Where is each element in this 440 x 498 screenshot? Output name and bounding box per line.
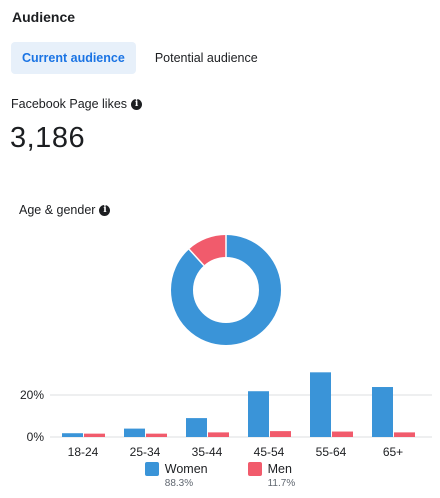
x-tick-label: 65+: [383, 445, 403, 459]
bar-women-65+: [372, 387, 393, 437]
section-title: Audience: [12, 9, 76, 25]
x-tick-label: 55-64: [316, 445, 347, 459]
x-tick-label: 45-54: [254, 445, 285, 459]
page-likes-value: 3,186: [10, 122, 86, 154]
y-tick-label: 0%: [27, 430, 45, 444]
chart-title: Age & gender i: [19, 203, 111, 217]
legend-label-women: Women: [164, 462, 208, 476]
tab-current-audience[interactable]: Current audience: [11, 42, 136, 74]
y-tick-label: 20%: [20, 388, 44, 402]
bar-men-18-24: [84, 433, 105, 437]
legend-label-men: Men: [267, 462, 292, 476]
bar-men-35-44: [208, 432, 229, 437]
tab-potential-audience[interactable]: Potential audience: [154, 51, 258, 65]
bar-women-25-34: [124, 428, 145, 437]
legend-swatch-women: [144, 462, 159, 476]
legend-swatch-men: [247, 462, 262, 476]
bar-women-18-24: [62, 433, 83, 437]
bar-men-65+: [394, 432, 415, 437]
chart-title-text: Age & gender: [19, 203, 96, 217]
bar-women-45-54: [248, 391, 269, 437]
page-likes-label-text: Facebook Page likes: [11, 97, 128, 111]
bar-men-25-34: [146, 433, 167, 437]
donut-separator: [188, 248, 205, 267]
x-tick-label: 25-34: [130, 445, 161, 459]
bar-women-35-44: [186, 418, 207, 437]
bar-men-45-54: [270, 431, 291, 437]
audience-tabs: Current audience Potential audience: [11, 42, 269, 74]
legend-percent-men: 11.7%: [267, 478, 296, 489]
info-icon[interactable]: i: [99, 204, 111, 216]
chart-legend: Women 88.3% Men 11.7%: [0, 462, 440, 489]
legend-item-men[interactable]: Men 11.7%: [247, 462, 296, 489]
legend-item-women[interactable]: Women 88.3%: [144, 462, 208, 489]
x-tick-label: 18-24: [68, 445, 99, 459]
page-likes-label: Facebook Page likes i: [11, 97, 143, 111]
donut-slice-women: [171, 235, 281, 345]
info-icon[interactable]: i: [131, 98, 143, 110]
bar-men-55-64: [332, 431, 353, 437]
bar-women-55-64: [310, 372, 331, 437]
x-tick-label: 35-44: [192, 445, 223, 459]
legend-percent-women: 88.3%: [164, 478, 194, 489]
